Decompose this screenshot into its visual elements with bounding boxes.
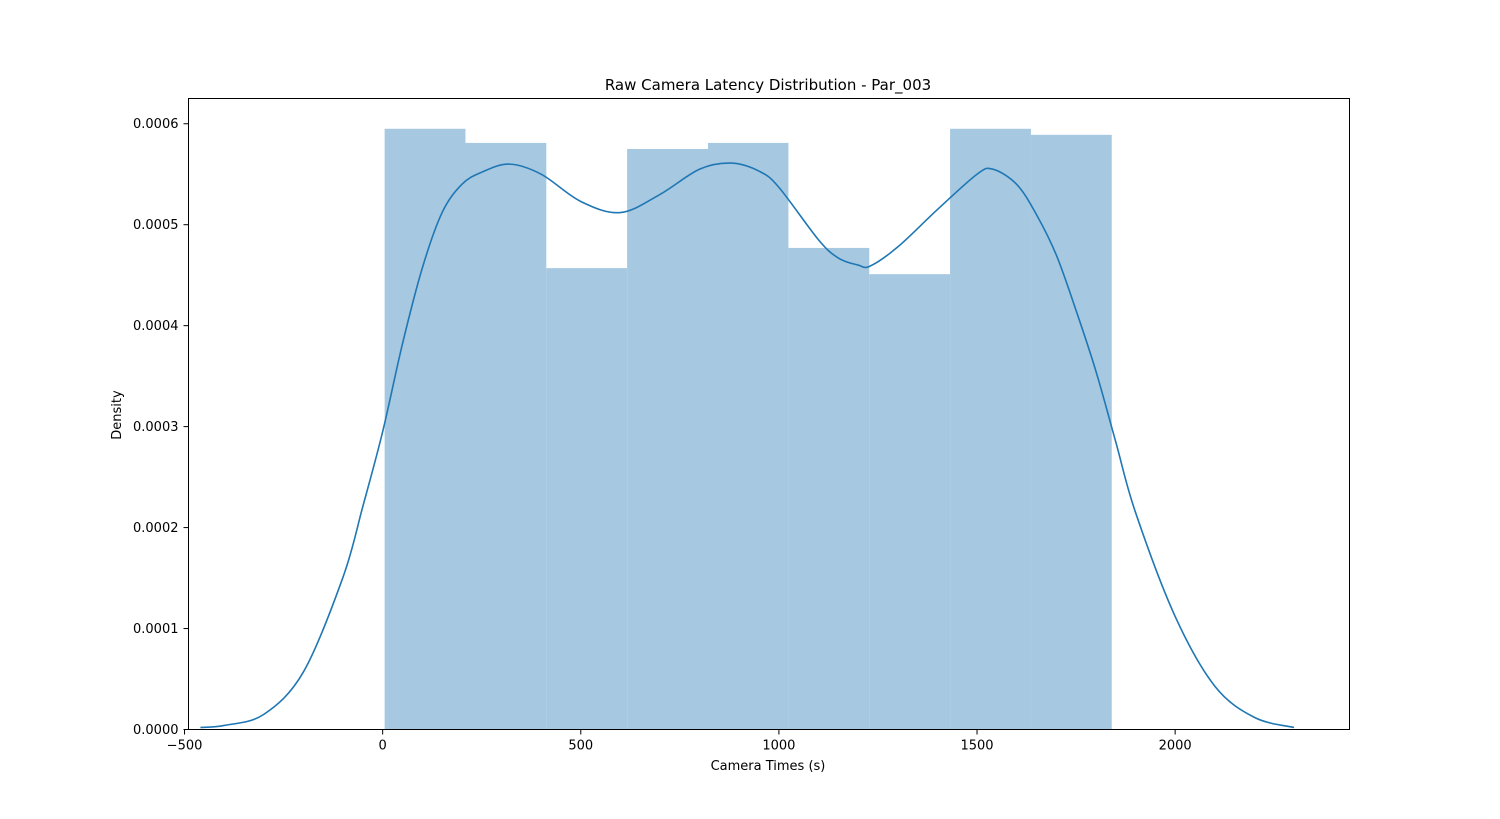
histogram-bar <box>465 142 547 730</box>
histogram-bars <box>384 128 1112 730</box>
x-tick-label: 1500 <box>960 739 993 754</box>
y-tick-label: 0.0006 <box>133 117 179 132</box>
histogram-bar <box>384 128 466 730</box>
kde-line <box>200 162 1295 729</box>
histogram-bar <box>1030 134 1112 730</box>
histogram-bar <box>627 148 708 730</box>
y-axis-label: Density <box>110 390 125 440</box>
y-tick-label: 0.0003 <box>133 420 179 435</box>
x-tick-label: −500 <box>167 739 203 754</box>
histogram-bar <box>546 268 628 730</box>
x-tick-label: 1000 <box>762 739 795 754</box>
x-axis-ticks: −500 0 500 1000 1500 2000 <box>167 729 1192 754</box>
y-tick-label: 0.0005 <box>133 218 179 233</box>
y-tick-label: 0.0004 <box>133 319 179 334</box>
histogram-bar <box>869 274 951 730</box>
histogram-bar <box>707 142 789 730</box>
chart-title: Raw Camera Latency Distribution - Par_00… <box>605 76 931 95</box>
histogram-bar <box>950 128 1031 730</box>
histogram-bar <box>788 247 870 730</box>
x-tick-label: 0 <box>379 739 387 754</box>
y-tick-label: 0.0001 <box>133 622 179 637</box>
y-tick-label: 0.0002 <box>133 521 179 536</box>
plot-frame <box>188 98 1350 730</box>
y-tick-label: 0.0000 <box>133 723 179 738</box>
x-tick-label: 500 <box>568 739 593 754</box>
x-tick-label: 2000 <box>1159 739 1192 754</box>
x-axis-label: Camera Times (s) <box>711 759 826 774</box>
y-axis-ticks: 0.0000 0.0001 0.0002 0.0003 0.0004 0.0005 0.00… <box>133 117 189 738</box>
